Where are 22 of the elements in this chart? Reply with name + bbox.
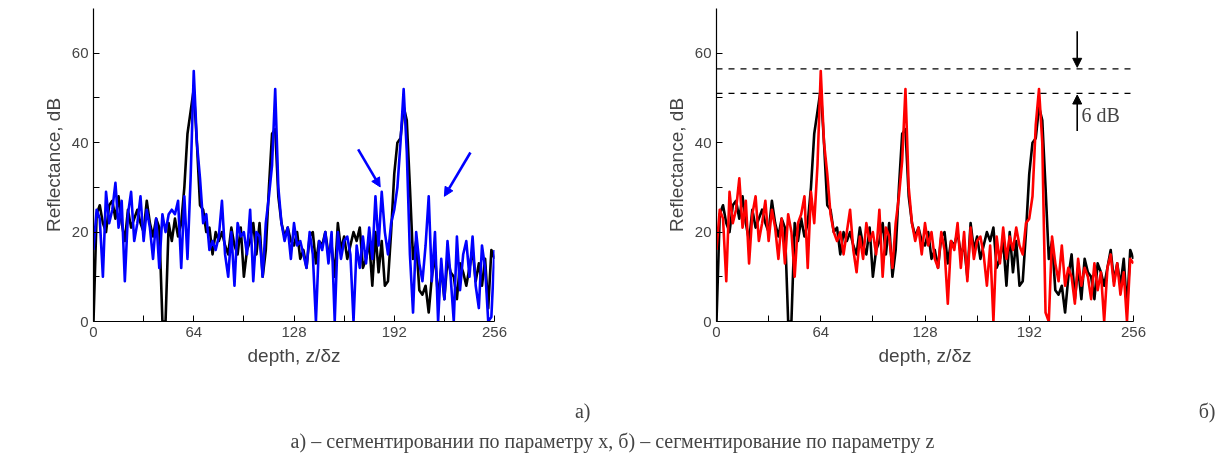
y-tick-label: 40	[694, 133, 712, 151]
x-tick-label: 64	[812, 322, 830, 340]
x-tick-label: 192	[1016, 322, 1042, 340]
y-tick-label: 20	[694, 223, 712, 241]
x-tick-label: 192	[381, 322, 407, 340]
y-tick-label: 60	[71, 44, 89, 62]
x-tick-label: 128	[912, 322, 938, 340]
x-axis-title: depth, z/δz	[247, 344, 341, 366]
text: а)	[574, 399, 591, 423]
y-tick-label: 20	[71, 223, 89, 241]
annotation: 6 dB	[1081, 104, 1120, 127]
y-axis-title: Reflectance, dB	[665, 97, 687, 233]
x-axis-title: depth, z/δz	[878, 344, 972, 366]
x-tick-label: 128	[281, 322, 307, 340]
y-axis-title: Reflectance, dB	[42, 97, 64, 233]
y-tick-label: 40	[71, 133, 89, 151]
text: б)	[1198, 399, 1216, 423]
y-tick-label: 60	[694, 44, 712, 62]
x-tick-label: 256	[1120, 322, 1147, 340]
text: а) – сегментировании по параметру x, б) – сегментирование по параметру z	[290, 429, 935, 453]
x-tick-label: 256	[481, 322, 508, 340]
x-tick-label: 64	[185, 322, 203, 340]
